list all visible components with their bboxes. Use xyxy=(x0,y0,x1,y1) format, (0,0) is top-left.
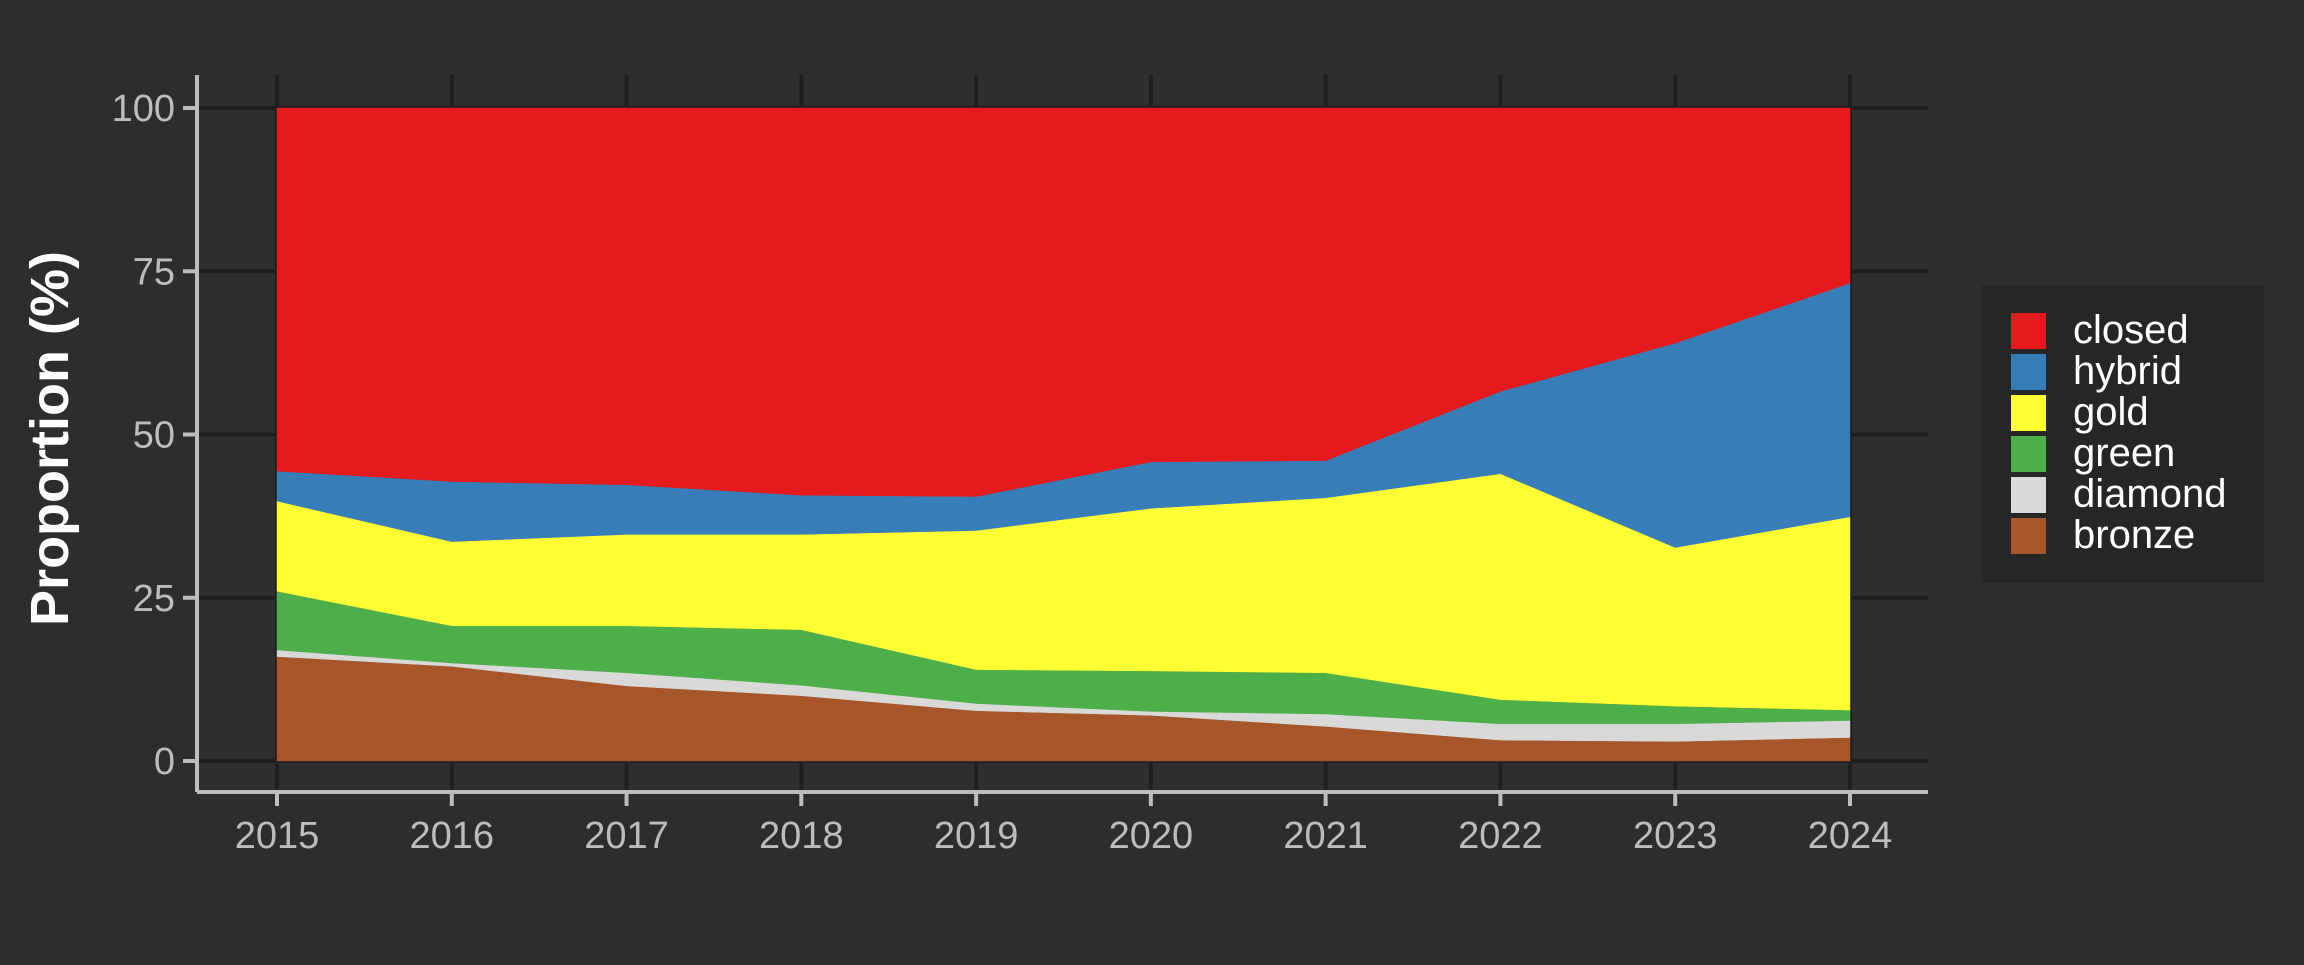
y-tick-label: 50 xyxy=(133,415,175,457)
legend-label-hybrid: hybrid xyxy=(2073,349,2182,393)
axis-layer: 0 25 50 75 100 2015 2016 2017 2018 2019 2020 2021 20… xyxy=(112,75,1928,857)
legend-label-closed: closed xyxy=(2073,308,2189,352)
x-tick-label: 2022 xyxy=(1458,815,1543,857)
y-axis-title: Proportion (%) xyxy=(20,251,80,626)
y-tick-label: 25 xyxy=(133,578,175,620)
x-tick-label: 2016 xyxy=(410,815,495,857)
x-tick-label: 2021 xyxy=(1283,815,1368,857)
y-tick-label: 75 xyxy=(133,251,175,293)
x-tick-label: 2015 xyxy=(235,815,320,857)
legend-key-hybrid xyxy=(2011,354,2046,390)
legend-key-green xyxy=(2011,436,2046,472)
x-tick-label: 2017 xyxy=(584,815,669,857)
legend-key-diamond xyxy=(2011,477,2046,513)
area-closed xyxy=(276,107,1851,497)
x-tick-label: 2024 xyxy=(1808,815,1893,857)
x-tick-label: 2023 xyxy=(1633,815,1718,857)
legend-key-closed xyxy=(2011,313,2046,349)
legend-label-diamond: diamond xyxy=(2073,472,2226,516)
legend-label-green: green xyxy=(2073,431,2175,475)
legend-key-bronze xyxy=(2011,518,2046,554)
area-layer xyxy=(276,107,1851,762)
x-tick-label: 2018 xyxy=(759,815,844,857)
legend-label-gold: gold xyxy=(2073,390,2149,434)
y-tick-label: 100 xyxy=(112,88,175,130)
legend-label-bronze: bronze xyxy=(2073,513,2195,557)
legend-key-gold xyxy=(2011,395,2046,431)
x-tick-label: 2020 xyxy=(1109,815,1194,857)
y-tick-label: 0 xyxy=(154,741,175,783)
x-tick-label: 2019 xyxy=(934,815,1019,857)
